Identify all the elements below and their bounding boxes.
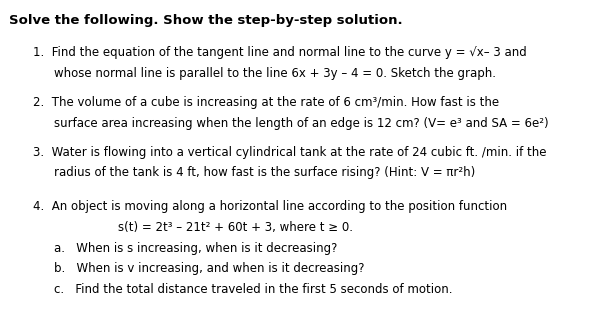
Text: b.   When is v increasing, and when is it decreasing?: b. When is v increasing, and when is it … [54,262,365,276]
Text: 4.  An object is moving along a horizontal line according to the position functi: 4. An object is moving along a horizonta… [33,200,506,213]
Text: whose normal line is parallel to the line 6x + 3y – 4 = 0. Sketch the graph.: whose normal line is parallel to the lin… [54,67,496,80]
Text: c.   Find the total distance traveled in the first 5 seconds of motion.: c. Find the total distance traveled in t… [54,283,453,296]
Text: 1.  Find the equation of the tangent line and normal line to the curve y = √x– 3: 1. Find the equation of the tangent line… [33,46,526,60]
Text: a.   When is s increasing, when is it decreasing?: a. When is s increasing, when is it decr… [54,242,337,255]
Text: 3.  Water is flowing into a vertical cylindrical tank at the rate of 24 cubic ft: 3. Water is flowing into a vertical cyli… [33,146,546,159]
Text: surface area increasing when the length of an edge is 12 cm? (V= e³ and SA = 6e²: surface area increasing when the length … [54,117,549,130]
Text: s(t) = 2t³ – 21t² + 60t + 3, where t ≥ 0.: s(t) = 2t³ – 21t² + 60t + 3, where t ≥ 0… [118,221,353,234]
Text: Solve the following. Show the step-by-step solution.: Solve the following. Show the step-by-st… [9,14,402,28]
Text: radius of the tank is 4 ft, how fast is the surface rising? (Hint: V = πr²h): radius of the tank is 4 ft, how fast is … [54,166,476,180]
Text: 2.  The volume of a cube is increasing at the rate of 6 cm³/min. How fast is the: 2. The volume of a cube is increasing at… [33,96,499,109]
